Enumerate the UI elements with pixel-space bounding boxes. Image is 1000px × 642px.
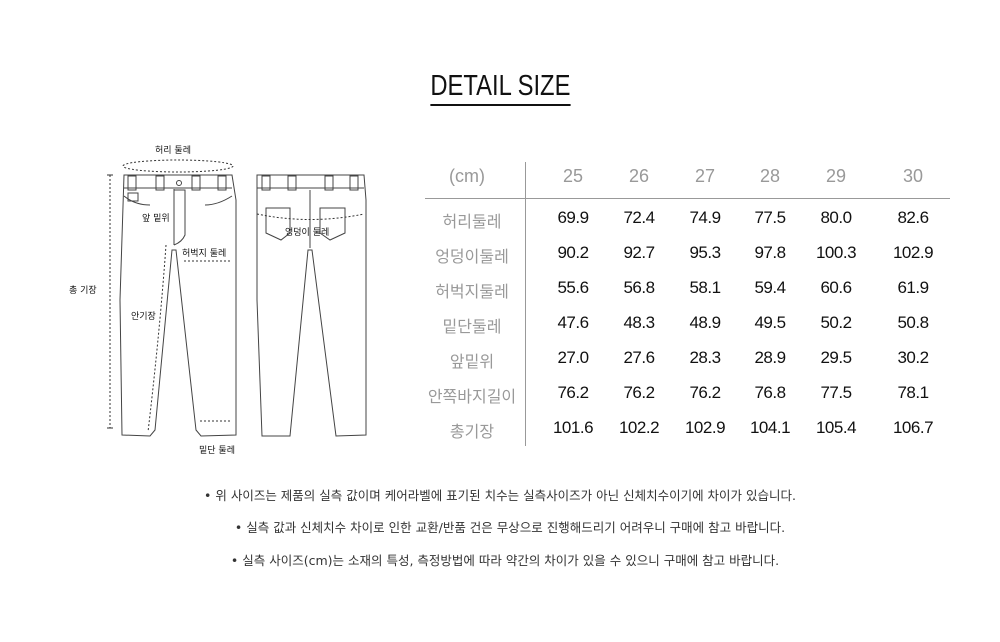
table-divider-horizontal (425, 198, 950, 199)
table-cell: 50.2 (820, 313, 852, 332)
table-divider-vertical (525, 162, 526, 446)
table-cell: 49.5 (754, 313, 786, 332)
table-cell: 47.6 (557, 313, 589, 332)
back-pants-drawing (256, 174, 367, 437)
table-cell: 48.9 (689, 313, 721, 332)
row-label: 총기장 (449, 424, 495, 441)
size-header: 26 (628, 166, 650, 186)
table-cell: 76.2 (623, 383, 655, 402)
inseam-label: 안기장 (131, 312, 156, 322)
table-cell: 76.2 (689, 383, 721, 402)
front-pants-drawing (119, 174, 237, 437)
table-cell: 102.2 (618, 418, 660, 437)
table-cell: 76.8 (754, 383, 786, 402)
table-cell: 48.3 (623, 313, 655, 332)
table-cell: 92.7 (623, 243, 655, 262)
size-header: 30 (902, 166, 924, 186)
table-cell: 77.5 (820, 383, 852, 402)
note-2: • 실측 값과 신체치수 차이로 인한 교환/반품 건은 무상으로 진행해드리기… (234, 520, 786, 535)
table-cell: 27.0 (557, 348, 589, 367)
row-label: 앞밑위 (449, 354, 495, 371)
table-cell: 77.5 (754, 208, 786, 227)
table-cell: 80.0 (820, 208, 852, 227)
note-3: • 실측 사이즈(cm)는 소재의 특성, 측정방법에 따라 약간의 차이가 있… (230, 553, 780, 568)
table-cell: 60.6 (820, 278, 852, 297)
inseam-measure-line (147, 244, 167, 433)
size-table: (cm) 25 26 27 28 29 30 허리둘레 69.9 72.4 74.9 77.5 80.0… (425, 162, 950, 446)
table-cell: 56.8 (623, 278, 655, 297)
page-title: DETAIL SIZE (0, 70, 1000, 106)
row-label: 엉덩이둘레 (435, 249, 509, 266)
table-cell: 55.6 (557, 278, 589, 297)
table-cell: 97.8 (754, 243, 786, 262)
unit-label: (cm) (449, 166, 485, 186)
total-length-label: 총 기장 (69, 286, 97, 296)
table-cell: 59.4 (754, 278, 786, 297)
note-1: • 위 사이즈는 제품의 실측 값이며 케어라벨에 표기된 치수는 실측사이즈가… (203, 488, 796, 503)
table-cell: 27.6 (623, 348, 655, 367)
size-header: 28 (759, 166, 781, 186)
size-header: 25 (562, 166, 584, 186)
row-label: 허벅지둘레 (435, 284, 509, 301)
table-cell: 28.3 (689, 348, 721, 367)
table-cell: 105.4 (815, 418, 857, 437)
table-cell: 104.1 (749, 418, 791, 437)
row-label: 밑단둘레 (442, 319, 502, 336)
table-cell: 28.9 (754, 348, 786, 367)
table-cell: 102.9 (892, 243, 934, 262)
table-cell: 82.6 (897, 208, 929, 227)
thigh-label: 허벅지 둘레 (182, 249, 227, 259)
table-cell: 61.9 (897, 278, 929, 297)
front-rise-label: 앞 밑위 (142, 214, 170, 224)
table-cell: 30.2 (897, 348, 929, 367)
pants-diagram (107, 159, 367, 437)
table-cell: 74.9 (689, 208, 721, 227)
table-cell: 90.2 (557, 243, 589, 262)
hip-measure-line (256, 213, 365, 220)
table-cell: 100.3 (815, 243, 857, 262)
note-2-text: 실측 값과 신체치수 차이로 인한 교환/반품 건은 무상으로 진행해드리기 어… (246, 520, 786, 535)
table-cell: 76.2 (557, 383, 589, 402)
table-cell: 95.3 (689, 243, 721, 262)
table-cell: 106.7 (892, 418, 934, 437)
size-header: 27 (694, 166, 716, 186)
waist-label: 허리 둘레 (155, 146, 191, 156)
table-cell: 58.1 (689, 278, 721, 297)
note-1-text: 위 사이즈는 제품의 실측 값이며 케어라벨에 표기된 치수는 실측사이즈가 아… (215, 488, 796, 503)
row-label: 허리둘레 (442, 214, 502, 231)
table-cell: 102.9 (684, 418, 726, 437)
table-cell: 78.1 (897, 383, 929, 402)
table-cell: 101.6 (552, 418, 594, 437)
waist-measure-line (122, 159, 234, 173)
hem-label: 밑단 둘레 (199, 446, 235, 456)
table-cell: 69.9 (557, 208, 589, 227)
note-3-text: 실측 사이즈(cm)는 소재의 특성, 측정방법에 따라 약간의 차이가 있을 … (242, 553, 780, 568)
hip-label: 엉덩이 둘레 (285, 228, 330, 238)
table-cell: 50.8 (897, 313, 929, 332)
table-cell: 29.5 (820, 348, 852, 367)
row-label: 안쪽바지길이 (427, 389, 517, 406)
size-header: 29 (825, 166, 847, 186)
table-cell: 72.4 (623, 208, 655, 227)
